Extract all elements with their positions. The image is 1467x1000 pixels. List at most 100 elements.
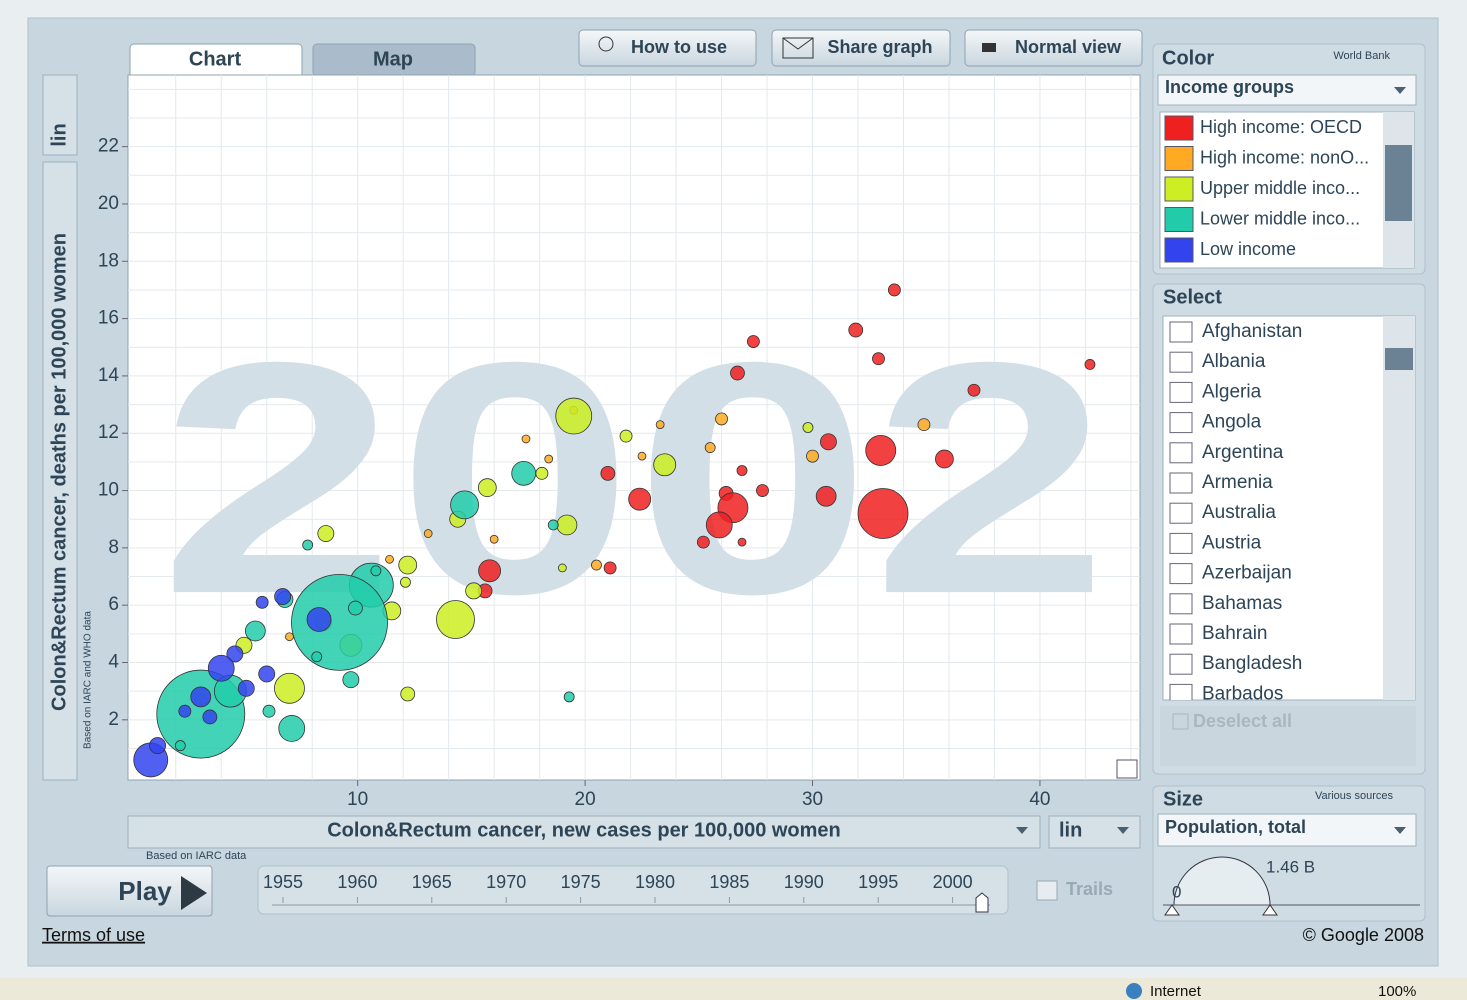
- y-scale-toggle[interactable]: [42, 74, 78, 156]
- bubble: [306, 607, 332, 632]
- country-scroll-thumb[interactable]: [1385, 348, 1413, 370]
- terms-link[interactable]: Terms of use: [42, 925, 145, 945]
- size-legend: 0 1.46 B: [1172, 856, 1315, 906]
- bubble: [342, 671, 360, 689]
- bubble: [591, 559, 602, 571]
- country-label[interactable]: Afghanistan: [1202, 321, 1302, 342]
- y-tick-label: 12: [98, 422, 119, 443]
- deselect-checkbox[interactable]: [1172, 713, 1189, 730]
- y-scale-label[interactable]: lin: [48, 123, 70, 146]
- y-source: Based on IARC and WHO data: [83, 611, 94, 749]
- bubble: [450, 490, 479, 520]
- map-tab-label[interactable]: Map: [373, 48, 413, 70]
- status-bar: [0, 978, 1467, 1000]
- country-checkbox[interactable]: [1169, 683, 1193, 704]
- country-label[interactable]: Angola: [1202, 412, 1262, 433]
- trails-checkbox[interactable]: [1036, 880, 1058, 901]
- bubble: [190, 686, 212, 708]
- bubble: [815, 485, 837, 507]
- country-label[interactable]: Algeria: [1202, 381, 1262, 402]
- plot-layer: 2002: [128, 75, 1140, 780]
- country-label[interactable]: Bahamas: [1202, 593, 1282, 614]
- x-scale-toggle[interactable]: [1048, 815, 1141, 849]
- country-checkbox[interactable]: [1169, 532, 1193, 554]
- play-label[interactable]: Play: [118, 876, 172, 906]
- bubble: [967, 383, 981, 397]
- trails-label[interactable]: Trails: [1066, 879, 1113, 899]
- bubble: [258, 665, 276, 683]
- x-axis-selector[interactable]: [127, 815, 1041, 849]
- country-checkbox[interactable]: [1169, 321, 1193, 343]
- deselect-all[interactable]: Deselect all: [1193, 711, 1292, 731]
- country-label[interactable]: Argentina: [1202, 442, 1284, 463]
- expand-icon[interactable]: [1116, 759, 1138, 779]
- y-tick-label: 16: [98, 308, 119, 329]
- bubble: [255, 595, 269, 609]
- how-to-use-label[interactable]: How to use: [631, 37, 727, 57]
- color-indicator[interactable]: Income groups: [1165, 77, 1294, 97]
- play-button[interactable]: [46, 865, 213, 917]
- bubble: [655, 420, 665, 430]
- country-label[interactable]: Bahrain: [1202, 623, 1268, 644]
- bubble: [544, 454, 554, 464]
- country-label[interactable]: Azerbaijan: [1202, 563, 1292, 584]
- country-checkbox[interactable]: [1169, 623, 1193, 645]
- bubble: [385, 554, 394, 564]
- chart-tab-label[interactable]: Chart: [189, 48, 242, 70]
- dropdown-arrow: [1394, 827, 1406, 834]
- country-checkbox[interactable]: [1169, 351, 1193, 373]
- size-handles[interactable]: [1164, 904, 1278, 916]
- bubble: [400, 686, 416, 702]
- bubble: [600, 465, 616, 481]
- country-label[interactable]: Albania: [1202, 351, 1266, 372]
- country-label[interactable]: Armenia: [1202, 472, 1273, 493]
- country-checkbox[interactable]: [1169, 442, 1193, 464]
- bubble: [285, 632, 294, 642]
- bubble: [857, 488, 909, 539]
- y-axis-selector[interactable]: [42, 161, 78, 781]
- size-source: Various sources: [1315, 790, 1394, 802]
- country-label[interactable]: Barbados: [1202, 683, 1283, 704]
- country-checkbox[interactable]: [1169, 472, 1193, 494]
- size-indicator[interactable]: Population, total: [1165, 817, 1306, 837]
- country-checkbox[interactable]: [1169, 563, 1193, 585]
- legend-swatch: [1164, 207, 1194, 232]
- timeline-handle[interactable]: [975, 892, 989, 913]
- share-graph-label[interactable]: Share graph: [827, 37, 932, 57]
- bubble: [436, 600, 475, 639]
- country-items: Afghanistan Albania Algeria Angola Argentina…: [1169, 321, 1302, 704]
- normal-view-label[interactable]: Normal view: [1015, 37, 1122, 57]
- bulb-icon: [598, 36, 614, 52]
- size-dropdown[interactable]: [1157, 813, 1417, 847]
- normal-view-button[interactable]: [964, 29, 1143, 67]
- legend-swatch: [1164, 115, 1194, 141]
- country-scrollbar[interactable]: [1383, 316, 1415, 700]
- x-scale-label[interactable]: lin: [1059, 819, 1082, 841]
- country-label[interactable]: Bangladesh: [1202, 653, 1302, 674]
- country-label[interactable]: Australia: [1202, 502, 1276, 523]
- country-checkbox[interactable]: [1169, 653, 1193, 675]
- country-checkbox[interactable]: [1169, 412, 1193, 434]
- timeline-year: 1960: [337, 872, 377, 892]
- status-zoom[interactable]: 100%: [1378, 983, 1416, 1000]
- country-checkbox[interactable]: [1169, 381, 1193, 403]
- share-graph-button[interactable]: [771, 29, 951, 67]
- x-axis-title[interactable]: Colon&Rectum cancer, new cases per 100,0…: [327, 819, 841, 841]
- bubble: [398, 555, 418, 575]
- bubble: [262, 704, 276, 718]
- country-checkbox[interactable]: [1169, 502, 1193, 524]
- color-dropdown[interactable]: [1157, 74, 1417, 106]
- timeline[interactable]: [257, 865, 1009, 915]
- legend-scroll-thumb[interactable]: [1385, 145, 1412, 221]
- country-label[interactable]: Austria: [1202, 532, 1262, 553]
- bubble: [370, 565, 382, 577]
- country-checkbox[interactable]: [1169, 593, 1193, 615]
- bubble: [603, 561, 617, 575]
- how-to-use-button[interactable]: [578, 29, 757, 67]
- bubble: [563, 691, 575, 703]
- globe-icon: [1126, 983, 1142, 999]
- y-axis-title[interactable]: Colon&Rectum cancer, deaths per 100,000 …: [48, 233, 70, 711]
- bubble: [557, 563, 567, 573]
- x-tick-label: 40: [1029, 789, 1050, 810]
- bubble: [478, 559, 502, 583]
